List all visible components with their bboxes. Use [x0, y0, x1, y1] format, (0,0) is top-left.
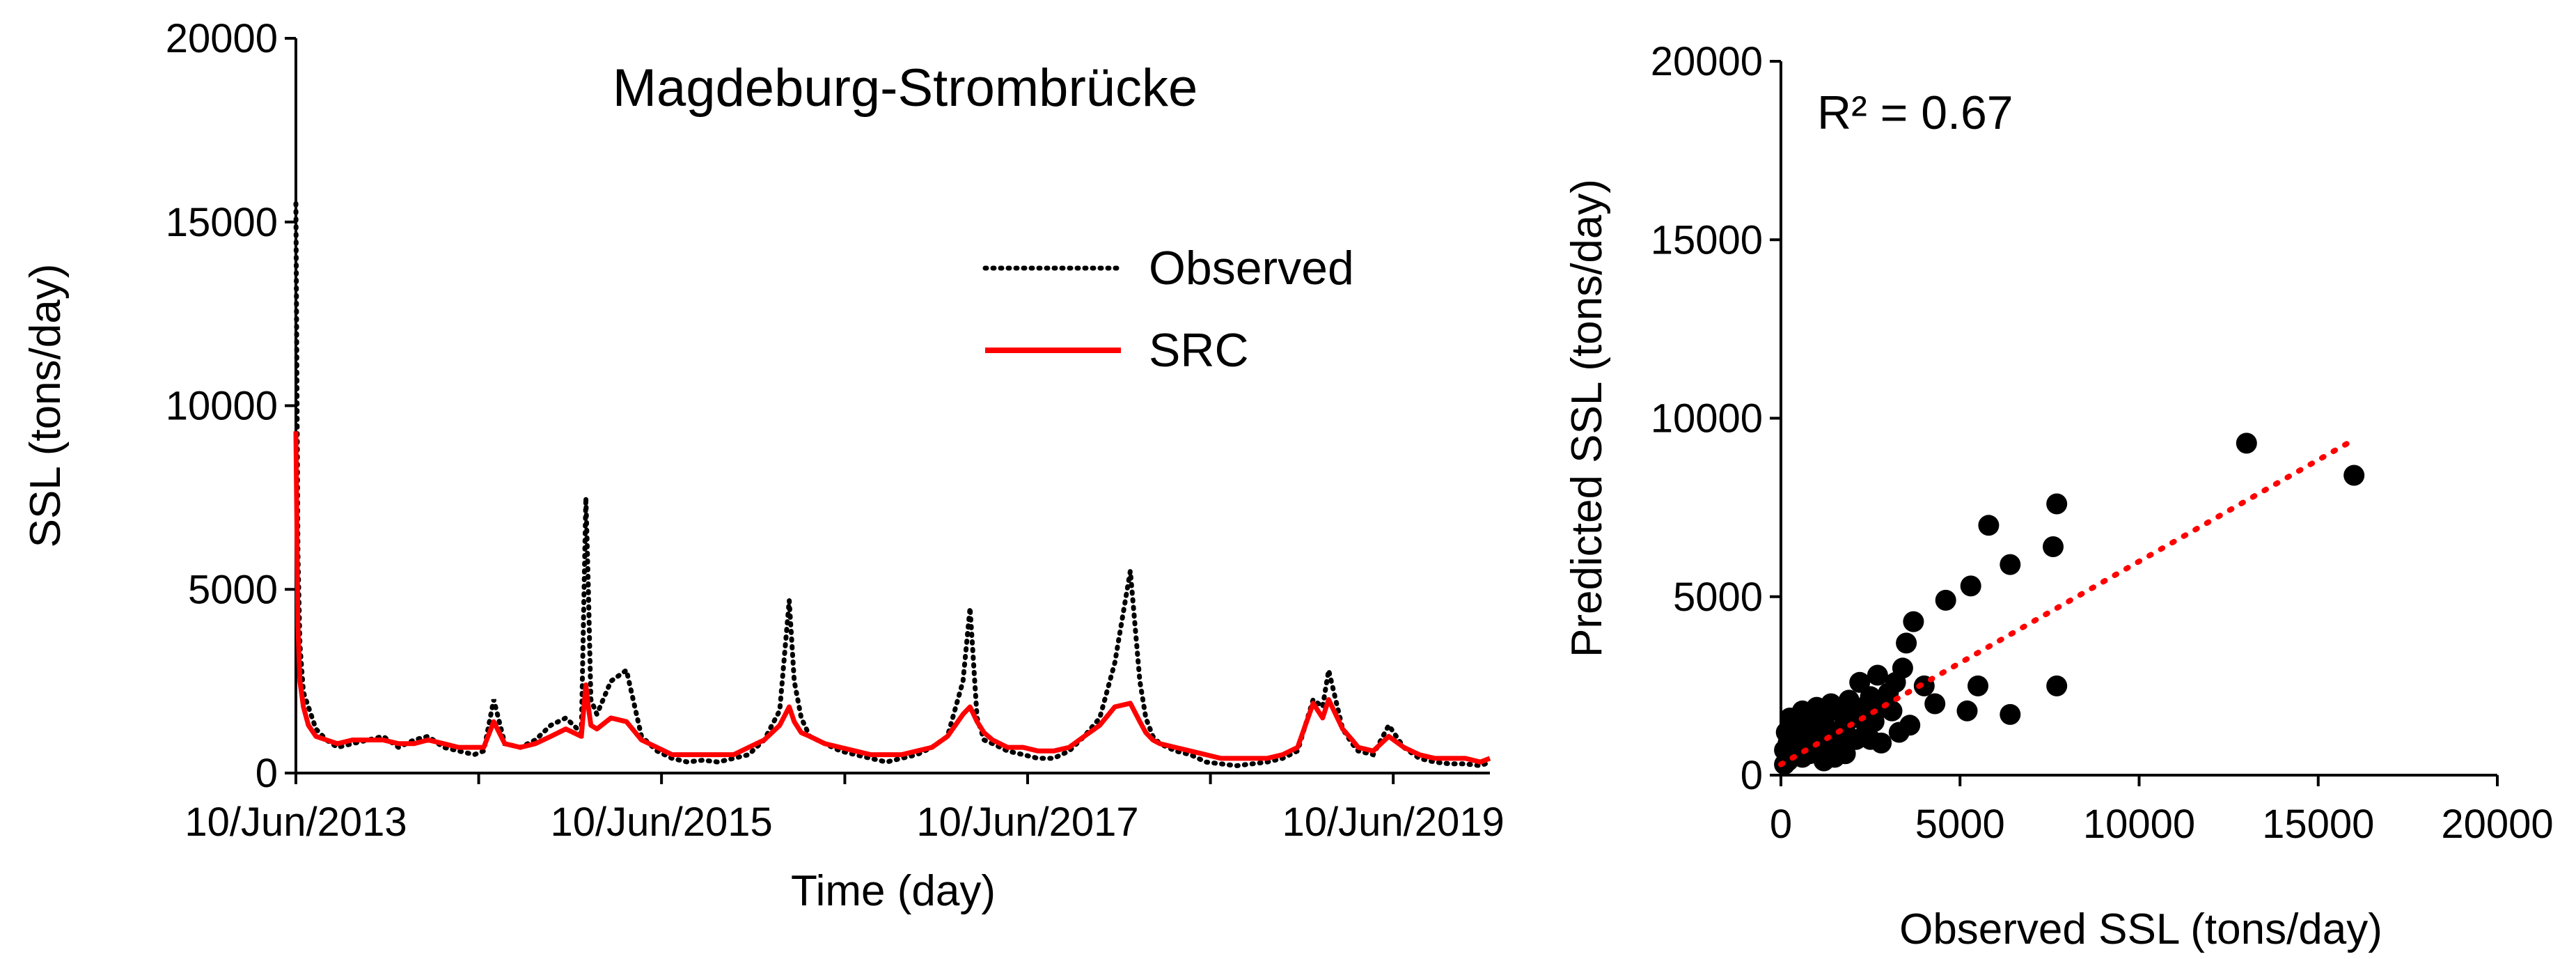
- scatter-point: [1867, 664, 1888, 686]
- y-tick-label: 20000: [166, 16, 278, 61]
- y-tick-label: 0: [256, 751, 278, 796]
- x-tick-label: 10/Jun/2015: [550, 800, 772, 845]
- scatter-point: [2000, 703, 2021, 725]
- y-tick-label: 20000: [1651, 39, 1763, 84]
- scatter-point: [2046, 493, 2068, 515]
- scatter-point: [1968, 675, 1988, 696]
- scatter-point: [1860, 728, 1881, 750]
- scatter-point: [1849, 671, 1871, 693]
- scatter-point: [1903, 611, 1924, 632]
- y-axis-label: Predicted SSL (tons/day): [1563, 179, 1611, 657]
- trendline: [1778, 437, 2357, 767]
- x-tick-label: 10/Jun/2017: [916, 800, 1138, 845]
- y-ticks: 0 5000 10000 15000 20000: [1651, 39, 1781, 798]
- scatter-point: [2043, 536, 2064, 557]
- y-tick-label: 10000: [166, 384, 278, 429]
- y-tick-label: 10000: [1651, 396, 1763, 442]
- x-axis-label: Observed SSL (tons/day): [1899, 905, 2382, 953]
- scatter-point: [1863, 693, 1885, 715]
- chart-title: Magdeburg-Strombrücke: [613, 59, 1198, 118]
- x-tick-label: 5000: [1915, 802, 2005, 847]
- y-tick-label: 5000: [188, 567, 278, 612]
- scatter-point: [2000, 554, 2021, 575]
- scatter-point: [1935, 589, 1956, 611]
- x-tick-label: 10000: [2083, 802, 2195, 847]
- x-ticks: 10/Jun/2013 10/Jun/2015 10/Jun/2017 10/Jun/…: [184, 773, 1505, 845]
- scatter-point: [1774, 740, 1796, 761]
- scatter-point: [2236, 432, 2257, 454]
- scatter-point: [1978, 515, 2000, 536]
- x-tick-label: 20000: [2441, 802, 2553, 847]
- scatter-point: [1775, 722, 1797, 743]
- scatter-point: [1924, 693, 1946, 715]
- y-tick-label: 0: [1741, 753, 1763, 798]
- r-squared-annotation: R² = 0.67: [1817, 86, 2013, 139]
- x-tick-label: 0: [1770, 802, 1792, 847]
- legend: Observed SRC: [982, 242, 1354, 377]
- y-tick-label: 15000: [166, 200, 278, 245]
- x-axis-label: Time (day): [791, 867, 996, 915]
- y-tick-label: 5000: [1673, 575, 1763, 620]
- scatter-point: [2343, 465, 2365, 486]
- scatter-point: [1956, 700, 1978, 722]
- y-tick-label: 15000: [1651, 217, 1763, 263]
- observed-series-line: [293, 201, 1493, 769]
- src-series-line: [293, 431, 1491, 765]
- scatter-point: [1813, 750, 1835, 772]
- scatter-point: [1896, 632, 1917, 654]
- x-tick-label: 10/Jun/2019: [1282, 800, 1505, 845]
- scatter-point: [1888, 722, 1910, 743]
- scatter-point: [1960, 575, 1981, 597]
- x-tick-label: 15000: [2262, 802, 2374, 847]
- scatter-point: [2046, 675, 2068, 696]
- x-ticks: 0 5000 10000 15000 20000: [1770, 775, 2554, 847]
- legend-observed-label: Observed: [1149, 242, 1354, 295]
- legend-src-label: SRC: [1149, 324, 1249, 377]
- x-tick-label: 10/Jun/2013: [184, 800, 407, 845]
- y-ticks: 0 5000 10000 15000 20000: [166, 16, 296, 796]
- scatter-chart: 0 5000 10000 15000 20000 0 5000 10000 15000 2000…: [1563, 39, 2554, 953]
- y-axis-label: SSL (tons/day): [22, 264, 70, 548]
